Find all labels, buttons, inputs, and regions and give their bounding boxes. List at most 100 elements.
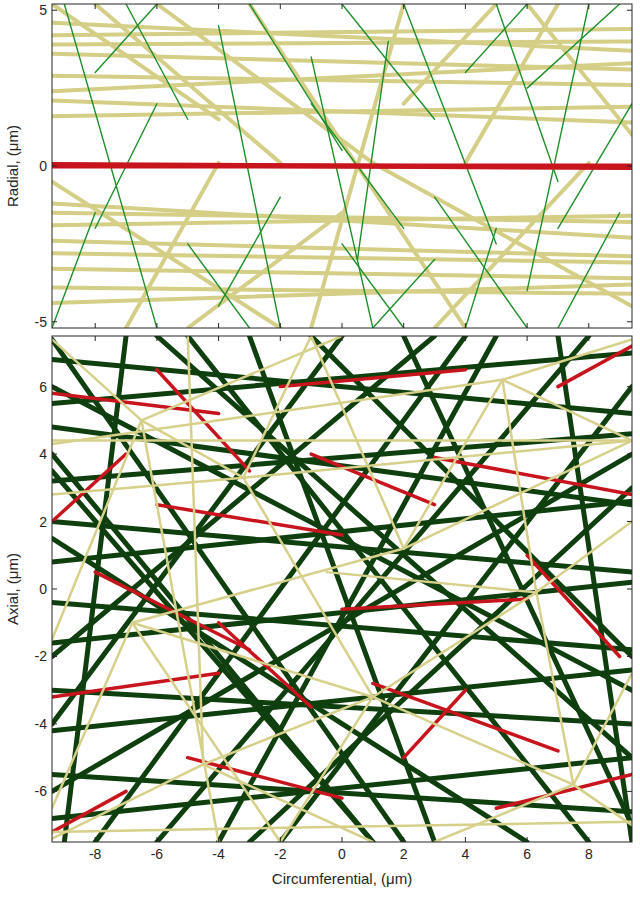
fiber — [52, 439, 632, 442]
fiber — [52, 164, 632, 167]
fiber — [126, 4, 188, 119]
y-tick — [627, 454, 632, 455]
x-tick — [342, 336, 343, 341]
fiber — [52, 822, 632, 832]
y-axis-label: Axial, (μm) — [4, 553, 21, 625]
plot-area — [52, 4, 632, 328]
x-tick — [218, 837, 219, 842]
x-tick — [95, 336, 96, 341]
x-tick — [465, 336, 466, 341]
x-tick — [95, 837, 96, 842]
fiber — [327, 572, 537, 592]
fiber — [573, 785, 632, 825]
fiber — [465, 4, 558, 163]
x-tick-label: -2 — [274, 846, 287, 862]
y-tick — [52, 386, 57, 387]
x-tick — [218, 4, 219, 9]
fiber — [52, 690, 632, 724]
x-tick — [588, 837, 589, 842]
fiber — [536, 522, 632, 593]
y-tick-label: 6 — [39, 379, 47, 395]
fiber — [435, 163, 589, 328]
fiber — [52, 764, 203, 838]
fiber — [188, 336, 203, 764]
y-tick — [627, 723, 632, 724]
frame — [52, 4, 632, 328]
y-tick-label: 5 — [39, 2, 47, 18]
fiber — [502, 380, 536, 593]
x-tick — [527, 837, 528, 842]
x-tick — [280, 4, 281, 9]
x-tick — [588, 4, 589, 9]
y-tick — [627, 521, 632, 522]
x-tick — [588, 336, 589, 341]
fiber — [52, 434, 632, 481]
fiber — [357, 41, 388, 259]
y-tick-label: 0 — [39, 158, 47, 174]
fiber — [95, 4, 280, 163]
fiber — [188, 213, 342, 328]
fiber — [219, 26, 281, 328]
x-tick — [218, 336, 219, 341]
x-tick — [403, 837, 404, 842]
x-tick — [156, 336, 157, 341]
x-tick — [588, 323, 589, 328]
fiber — [52, 339, 141, 420]
fiber — [435, 785, 574, 842]
fiber — [52, 284, 632, 303]
fiber — [52, 353, 632, 404]
fiber — [465, 4, 527, 73]
fibers — [52, 4, 632, 328]
fiber — [52, 241, 632, 257]
figure: -505Radial, (μm)-8-6-4-202468-6-4-20246A… — [0, 0, 640, 900]
x-tick — [527, 323, 528, 328]
y-tick — [627, 791, 632, 792]
fiber — [496, 4, 558, 182]
fiber — [373, 683, 558, 750]
x-tick — [403, 336, 404, 341]
x-tick — [95, 323, 96, 328]
y-tick — [52, 791, 57, 792]
fiber — [52, 63, 632, 91]
x-tick-label: -6 — [151, 846, 164, 862]
y-tick-label: 2 — [39, 514, 47, 530]
x-tick — [342, 4, 343, 9]
fiber — [132, 549, 403, 623]
fiber — [132, 623, 373, 697]
fiber — [342, 244, 404, 328]
x-tick — [403, 323, 404, 328]
fiber — [373, 592, 537, 697]
background — [0, 0, 640, 900]
fiber — [435, 197, 528, 328]
fiber — [157, 505, 342, 535]
fiber — [52, 478, 243, 495]
x-tick — [156, 837, 157, 842]
fiber — [219, 197, 281, 306]
fiber — [311, 57, 373, 328]
fibers — [52, 336, 632, 842]
frame — [52, 336, 632, 842]
y-tick — [52, 321, 57, 322]
x-tick — [465, 837, 466, 842]
x-tick — [280, 336, 281, 341]
x-tick — [342, 323, 343, 328]
x-tick-label: 8 — [585, 846, 593, 862]
fiber — [203, 697, 373, 764]
y-tick — [627, 10, 632, 11]
x-tick — [280, 837, 281, 842]
fiber — [527, 555, 620, 656]
fiber — [52, 4, 219, 119]
y-tick-label: -6 — [35, 783, 48, 799]
fiber — [435, 457, 632, 494]
fiber — [52, 213, 95, 328]
x-tick — [527, 4, 528, 9]
y-tick — [52, 589, 57, 590]
x-tick — [156, 4, 157, 9]
fiber — [132, 623, 280, 842]
x-tick — [403, 4, 404, 9]
fiber — [280, 370, 465, 387]
y-tick — [52, 521, 57, 522]
fiber — [188, 244, 250, 328]
fiber — [52, 164, 632, 169]
x-tick-label: -8 — [89, 846, 102, 862]
